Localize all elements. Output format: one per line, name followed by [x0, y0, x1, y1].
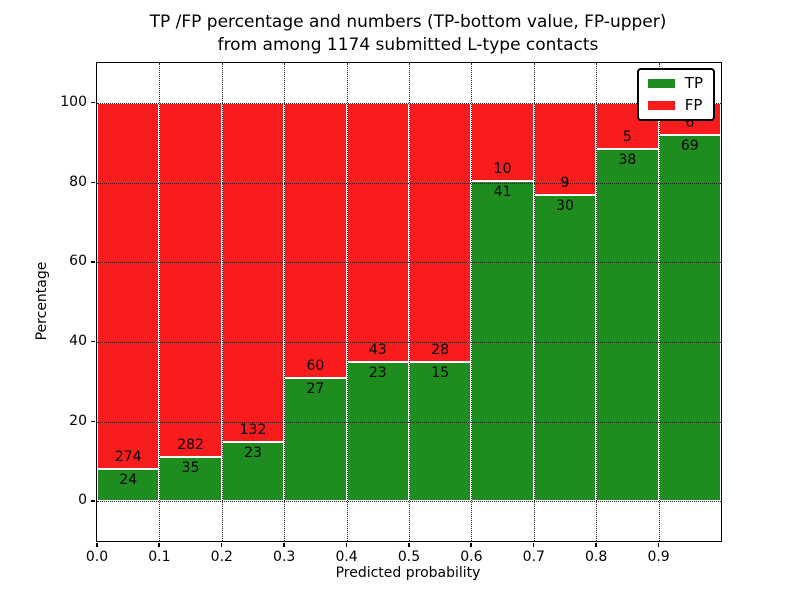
x-tick-mark [532, 543, 535, 547]
plot-area: 274 24 282 35 132 23 60 27 43 23 28 15 10 41 9 30 5 38 6 69… [96, 62, 722, 542]
tp-count-label: 15 [431, 365, 450, 382]
tp-bar-segment [658, 134, 721, 502]
fp-bar-segment [471, 102, 534, 181]
fp-count-label: 43 [368, 342, 387, 359]
x-tick-label: 0.5 [397, 549, 421, 565]
vertical-gridline [409, 63, 410, 541]
fp-count-label: 60 [306, 357, 325, 374]
y-tick-mark [91, 420, 95, 422]
tp-count-label: 41 [493, 183, 512, 200]
x-axis-label: Predicted probability [335, 565, 481, 581]
y-tick-label: 80 [69, 173, 87, 190]
y-tick-mark [91, 340, 95, 343]
x-tick-mark [408, 543, 410, 547]
y-axis-label: Percentage [34, 261, 50, 341]
fp-count-label: 274 [114, 449, 142, 466]
vertical-gridline [159, 63, 161, 541]
fp-count-label: 10 [493, 160, 512, 177]
bars-layer [97, 63, 721, 541]
tp-bar-segment [409, 362, 472, 502]
fp-count-label: 282 [177, 437, 204, 454]
fp-legend-swatch [647, 100, 675, 110]
vertical-gridline [471, 63, 473, 541]
grid-layer [97, 63, 721, 541]
x-tick-label: 0.0 [85, 549, 109, 565]
y-tick-label: 20 [69, 412, 87, 429]
y-tick-mark [91, 181, 95, 183]
fp-count-label: 28 [431, 342, 450, 359]
y-tick-label: 60 [69, 253, 87, 270]
vertical-gridline [284, 63, 286, 541]
fp-bar-segment [221, 102, 285, 443]
tp-count-label: 35 [181, 460, 200, 477]
tp-bar-segment [97, 469, 160, 502]
x-tick-mark [283, 543, 285, 547]
y-tick-label: 40 [69, 332, 87, 349]
fp-bar-segment [159, 102, 222, 458]
y-tick-mark [91, 500, 95, 502]
fp-count-label: 9 [560, 174, 570, 191]
x-tick-mark [345, 543, 348, 547]
tp-count-label: 23 [368, 365, 387, 382]
vertical-gridline [533, 63, 535, 541]
chart-title: TP /FP percentage and numbers (TP-bottom… [96, 11, 720, 57]
x-tick-mark [220, 543, 223, 547]
y-tick-label: 0 [78, 492, 87, 509]
fp-count-label: 5 [622, 129, 632, 146]
tp-count-label: 23 [244, 445, 262, 462]
x-tick-mark [595, 543, 597, 547]
tp-count-label: 24 [119, 472, 138, 489]
tp-bar-segment [596, 149, 659, 502]
fp-bar-segment [97, 102, 160, 470]
tp-count-label: 27 [306, 380, 325, 397]
vertical-gridline [658, 63, 660, 541]
x-tick-label: 0.7 [522, 549, 545, 565]
fp-bar-segment [409, 102, 472, 363]
x-tick-mark [96, 543, 98, 547]
x-tick-label: 0.1 [148, 549, 171, 565]
chart-title-line2: from among 1174 submitted L-type contact… [217, 35, 599, 55]
x-tick-label: 0.4 [335, 549, 358, 565]
x-tick-label: 0.3 [273, 549, 296, 565]
tp-bar-segment [346, 362, 409, 502]
vertical-gridline [596, 63, 598, 541]
fp-count-label: 6 [685, 114, 695, 131]
fp-legend-label: FP [684, 96, 703, 114]
legend-item-tp: TP [647, 74, 703, 92]
x-tick-label: 0.9 [647, 549, 670, 565]
tp-count-label: 30 [556, 197, 574, 214]
tp-bar-segment [533, 194, 597, 502]
x-tick-mark [470, 543, 472, 547]
x-tick-label: 0.2 [210, 549, 233, 565]
chart-title-line1: TP /FP percentage and numbers (TP-bottom… [149, 12, 667, 32]
fp-bar-segment [284, 102, 347, 378]
x-tick-mark [657, 543, 660, 547]
y-tick-mark [91, 101, 95, 104]
legend-item-fp: FP [647, 96, 703, 114]
fp-bar-segment [346, 102, 409, 363]
legend: TP FP [636, 68, 715, 121]
x-tick-mark [158, 543, 160, 547]
annotations-layer: 274 24 282 35 132 23 60 27 43 23 28 15 10 41 9 30 5 38 6 69 [97, 63, 721, 541]
tp-legend-swatch [647, 78, 675, 88]
tp-count-label: 69 [680, 137, 699, 154]
tp-count-label: 38 [618, 152, 637, 169]
vertical-gridline [346, 63, 348, 541]
tp-legend-label: TP [684, 74, 703, 92]
x-tick-label: 0.8 [585, 549, 608, 565]
y-tick-mark [91, 261, 95, 263]
x-tick-label: 0.6 [460, 549, 483, 565]
vertical-gridline [221, 63, 223, 541]
fp-count-label: 132 [239, 422, 267, 439]
y-tick-label: 100 [60, 93, 87, 110]
